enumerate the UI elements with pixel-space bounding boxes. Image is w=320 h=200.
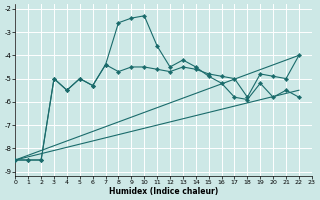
X-axis label: Humidex (Indice chaleur): Humidex (Indice chaleur) — [109, 187, 218, 196]
